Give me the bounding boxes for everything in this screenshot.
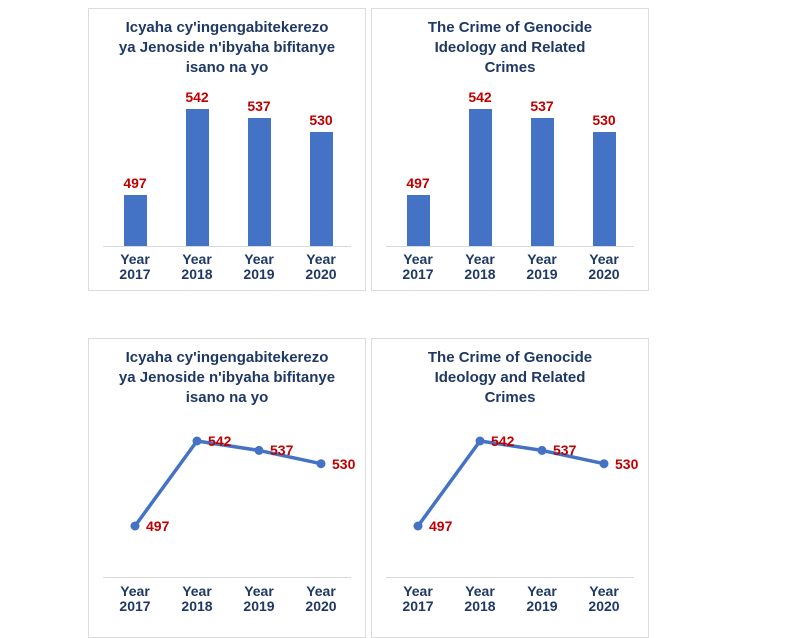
- x-axis-label: Year 2018: [464, 251, 496, 282]
- x-axis-label: Year 2017: [402, 583, 434, 614]
- x-axis-label: Year 2020: [588, 583, 620, 614]
- bar-year-2019: [247, 118, 271, 246]
- chart-title-line: The Crime of Genocide: [427, 349, 593, 366]
- bar-year-2018: [185, 109, 209, 246]
- bar-year-2020: [309, 132, 333, 246]
- chart-title-line: Icyaha cy'ingengabitekerezo: [125, 19, 329, 36]
- data-label: 497: [406, 175, 430, 191]
- line-plot-area: [413, 436, 609, 531]
- x-axis-label: Year 2017: [119, 251, 151, 282]
- x-axis-label: Year 2020: [305, 583, 337, 614]
- bar-year-2020: [592, 132, 616, 246]
- x-axis-label: Year 2018: [181, 251, 213, 282]
- x-axis-labels: Year 2017 Year 2018 Year 2019 Year 2020: [387, 252, 635, 282]
- line-plot-area: [130, 436, 326, 531]
- chart-title-line: Ideology and Related: [434, 369, 586, 386]
- x-axis-label: Year 2018: [464, 583, 496, 614]
- x-axis-labels: Year 2017 Year 2018 Year 2019 Year 2020: [387, 584, 635, 614]
- bar-year-2018: [468, 109, 492, 246]
- data-label: 542: [491, 433, 515, 449]
- data-label: 497: [146, 518, 170, 534]
- chart-title-line: The Crime of Genocide: [427, 19, 593, 36]
- data-point-marker: [192, 436, 202, 446]
- x-axis-line: [103, 246, 351, 247]
- bar-year-2017: [406, 195, 430, 246]
- data-point-marker: [413, 521, 423, 531]
- x-axis-label: Year 2019: [243, 583, 275, 614]
- data-label: 530: [592, 112, 616, 128]
- bar-chart-panel-kinyarwanda: Icyaha cy'ingengabitekerezo ya Jenoside …: [88, 8, 366, 291]
- bar-plot-area: [89, 103, 365, 246]
- data-label: 530: [615, 455, 639, 472]
- x-axis-line: [386, 246, 634, 247]
- chart-title: The Crime of Genocide Ideology and Relat…: [380, 348, 640, 408]
- bar-year-2019: [530, 118, 554, 246]
- x-axis-label: Year 2019: [526, 583, 558, 614]
- x-axis-label: Year 2020: [588, 251, 620, 282]
- bar-year-2017: [123, 195, 147, 246]
- data-point-marker: [254, 445, 264, 455]
- x-axis-label: Year 2020: [305, 251, 337, 282]
- data-label: 497: [123, 175, 147, 191]
- x-axis-labels: Year 2017 Year 2018 Year 2019 Year 2020: [104, 252, 352, 282]
- data-label: 537: [553, 442, 577, 459]
- data-label: 542: [208, 433, 232, 449]
- data-label: 542: [185, 89, 209, 105]
- chart-title-line: ya Jenoside n'ibyaha bifitanye: [118, 369, 336, 386]
- data-label: 537: [247, 98, 271, 114]
- chart-title-line: Icyaha cy'ingengabitekerezo: [125, 349, 329, 366]
- data-label: 497: [429, 518, 453, 534]
- bar-chart-panel-english: The Crime of Genocide Ideology and Relat…: [371, 8, 649, 291]
- bar-plot-area: [372, 103, 648, 246]
- x-axis-label: Year 2017: [119, 583, 151, 614]
- chart-title-line: ya Jenoside n'ibyaha bifitanye: [118, 39, 336, 56]
- chart-title-line: Crimes: [484, 389, 536, 406]
- data-point-marker: [316, 459, 326, 469]
- data-label: 542: [468, 89, 492, 105]
- chart-title-line: isano na yo: [185, 389, 269, 406]
- x-axis-labels: Year 2017 Year 2018 Year 2019 Year 2020: [104, 584, 352, 614]
- data-label: 530: [309, 112, 333, 128]
- x-axis-line: [386, 577, 634, 578]
- chart-title-line: Ideology and Related: [434, 39, 586, 56]
- data-point-marker: [537, 445, 547, 455]
- trend-line: [133, 439, 323, 528]
- report-page: { "colors": { "background": "#FFFFFF", "…: [88, 8, 649, 638]
- x-axis-label: Year 2019: [243, 251, 275, 282]
- data-point-marker: [475, 436, 485, 446]
- x-axis-label: Year 2018: [181, 583, 213, 614]
- x-axis-label: Year 2019: [526, 251, 558, 282]
- line-chart-panel-english: The Crime of Genocide Ideology and Relat…: [371, 338, 649, 638]
- x-axis-line: [103, 577, 351, 578]
- data-point-marker: [599, 459, 609, 469]
- chart-title: Icyaha cy'ingengabitekerezo ya Jenoside …: [97, 18, 357, 78]
- data-label: 537: [530, 98, 554, 114]
- data-label: 530: [332, 455, 356, 472]
- data-label: 537: [270, 442, 294, 459]
- chart-title-line: Crimes: [484, 59, 536, 76]
- chart-title: The Crime of Genocide Ideology and Relat…: [380, 18, 640, 78]
- chart-title: Icyaha cy'ingengabitekerezo ya Jenoside …: [97, 348, 357, 408]
- chart-title-line: isano na yo: [185, 59, 269, 76]
- x-axis-label: Year 2017: [402, 251, 434, 282]
- trend-line: [416, 439, 606, 528]
- line-chart-panel-kinyarwanda: Icyaha cy'ingengabitekerezo ya Jenoside …: [88, 338, 366, 638]
- data-point-marker: [130, 521, 140, 531]
